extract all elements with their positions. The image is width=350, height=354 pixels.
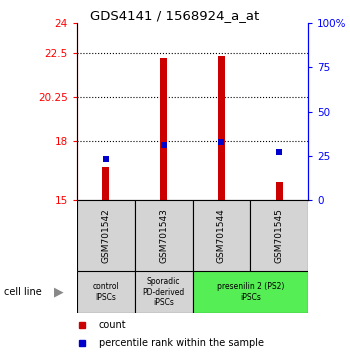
Text: Sporadic
PD-derived
iPSCs: Sporadic PD-derived iPSCs (142, 277, 185, 307)
Text: GSM701542: GSM701542 (102, 208, 110, 263)
Bar (218, 56, 225, 200)
Text: GSM701545: GSM701545 (275, 208, 284, 263)
Text: ▶: ▶ (54, 286, 64, 298)
Bar (250, 200, 308, 271)
Bar (193, 200, 250, 271)
Bar (276, 182, 282, 200)
Bar (77, 271, 135, 313)
Bar (135, 200, 192, 271)
Text: GSM701544: GSM701544 (217, 208, 226, 263)
Text: count: count (99, 320, 126, 330)
Bar (103, 167, 109, 200)
Text: control
IPSCs: control IPSCs (92, 282, 119, 302)
Text: percentile rank within the sample: percentile rank within the sample (99, 338, 264, 348)
Text: cell line: cell line (4, 287, 41, 297)
Bar (77, 200, 135, 271)
Text: presenilin 2 (PS2)
iPSCs: presenilin 2 (PS2) iPSCs (217, 282, 284, 302)
Bar (193, 271, 308, 313)
Text: GSM701543: GSM701543 (159, 208, 168, 263)
Bar (160, 58, 167, 200)
Text: GDS4141 / 1568924_a_at: GDS4141 / 1568924_a_at (90, 9, 260, 22)
Bar (135, 271, 192, 313)
